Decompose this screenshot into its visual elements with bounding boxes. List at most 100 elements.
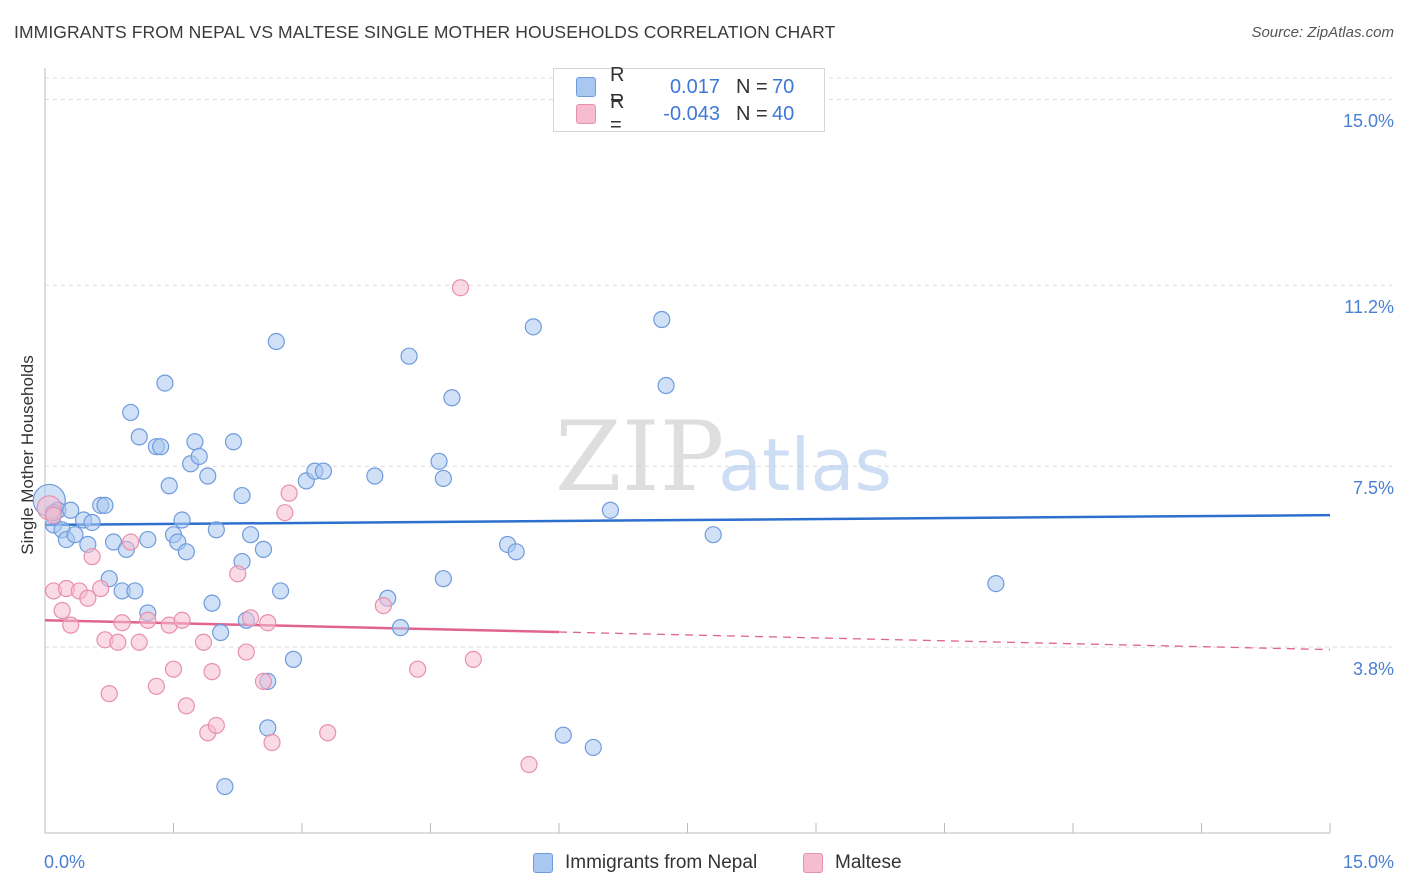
bottom-legend-nepal: Immigrants from Nepal: [533, 852, 757, 874]
nepal-point: [139, 530, 157, 549]
nepal-point: [216, 777, 234, 796]
maltese-point: [177, 697, 195, 715]
maltese-r-value: -0.043: [663, 102, 720, 125]
nepal-r-value: 0.017: [669, 75, 720, 98]
nepal-point: [173, 511, 191, 529]
nepal-point: [391, 619, 410, 637]
nepal-point: [259, 719, 277, 737]
maltese-point: [409, 660, 427, 678]
nepal-point: [224, 433, 243, 451]
maltese-point: [374, 596, 392, 615]
maltese-point: [520, 755, 538, 774]
maltese-point: [122, 533, 140, 551]
maltese-point: [263, 733, 281, 752]
nepal-point: [96, 496, 114, 514]
maltese-point: [464, 650, 482, 668]
nepal-swatch: [576, 77, 596, 97]
maltese-point: [173, 611, 191, 629]
y-tick-label: 11.2%: [1344, 297, 1394, 318]
y-tick-label: 3.8%: [1352, 659, 1394, 680]
maltese-legend-label: Maltese: [835, 852, 902, 873]
nepal-trend-line: [44, 513, 1331, 527]
source-credit: Source: ZipAtlas.com: [1251, 24, 1394, 41]
maltese-point: [164, 660, 183, 678]
maltese-point: [83, 548, 101, 566]
r-label: R =: [610, 91, 625, 136]
nepal-point: [443, 389, 461, 407]
maltese-legend-swatch: [803, 853, 823, 873]
maltese-swatch: [576, 104, 596, 124]
maltese-point: [280, 484, 298, 502]
nepal-point: [242, 526, 260, 544]
legend-row-nepal: R = 0.017 N = 70: [576, 64, 795, 109]
y-axis-label: Single Mother Households: [18, 355, 37, 555]
x-tick-label-max: 15.0%: [1342, 852, 1394, 872]
nepal-point: [584, 738, 602, 757]
nepal-point: [434, 570, 452, 588]
nepal-point: [704, 526, 722, 544]
maltese-point: [79, 589, 97, 607]
nepal-point: [207, 521, 225, 539]
nepal-point: [653, 310, 671, 329]
nepal-point: [271, 582, 290, 600]
x-tick-label-min: 0.0%: [44, 852, 86, 872]
nepal-n-value: 70: [772, 75, 795, 98]
nepal-point: [507, 543, 525, 561]
nepal-point: [66, 526, 84, 544]
nepal-point: [601, 501, 620, 519]
maltese-n-value: 40: [772, 102, 795, 125]
nepal-point: [657, 376, 675, 395]
maltese-point: [130, 633, 148, 651]
maltese-point: [319, 724, 337, 742]
maltese-point: [109, 633, 127, 651]
bottom-legend-maltese: Maltese: [803, 852, 902, 874]
maltese-point: [147, 677, 165, 695]
nepal-point: [156, 374, 174, 392]
nepal-point: [203, 594, 221, 612]
nepal-point: [104, 533, 123, 551]
maltese-point: [242, 609, 260, 627]
maltese-point: [92, 579, 110, 598]
nepal-point: [267, 332, 285, 351]
nepal-point: [314, 462, 333, 480]
maltese-point: [113, 614, 131, 632]
maltese-point: [229, 565, 247, 583]
n-label: N =: [736, 75, 768, 98]
nepal-point: [130, 428, 148, 446]
r-label: R =: [610, 64, 625, 109]
nepal-point: [284, 650, 303, 668]
correlation-legend: R = 0.017 N = 70 R = -0.043 N = 40: [553, 64, 825, 136]
n-label: N =: [736, 102, 768, 125]
maltese-point: [237, 643, 255, 661]
nepal-point: [152, 438, 170, 456]
nepal-point: [987, 574, 1005, 593]
maltese-point: [276, 504, 294, 522]
maltese-point: [207, 716, 225, 735]
nepal-point: [366, 467, 384, 485]
nepal-point: [554, 726, 572, 744]
watermark-zip: ZIP: [555, 401, 724, 513]
nepal-point: [254, 540, 273, 558]
chart-title: IMMIGRANTS FROM NEPAL VS MALTESE SINGLE …: [14, 22, 836, 42]
axes: [44, 68, 1331, 834]
y-tick-label: 15.0%: [1342, 111, 1394, 132]
data-points: [32, 279, 1005, 796]
nepal-point: [434, 469, 452, 488]
nepal-point: [199, 467, 217, 485]
maltese-point: [203, 663, 221, 681]
nepal-point: [186, 433, 204, 451]
nepal-point: [524, 318, 542, 336]
nepal-point: [160, 477, 178, 495]
maltese-trend-extension: [558, 631, 1331, 651]
maltese-point: [53, 601, 71, 620]
maltese-point: [44, 506, 63, 524]
nepal-legend-label: Immigrants from Nepal: [565, 852, 758, 873]
maltese-point: [259, 614, 277, 632]
nepal-point: [400, 347, 418, 365]
nepal-point: [190, 447, 208, 466]
legend-row-maltese: R = -0.043 N = 40: [576, 91, 795, 136]
nepal-point: [126, 582, 144, 600]
maltese-point: [100, 685, 118, 703]
nepal-point: [122, 403, 140, 422]
nepal-point: [177, 543, 195, 561]
